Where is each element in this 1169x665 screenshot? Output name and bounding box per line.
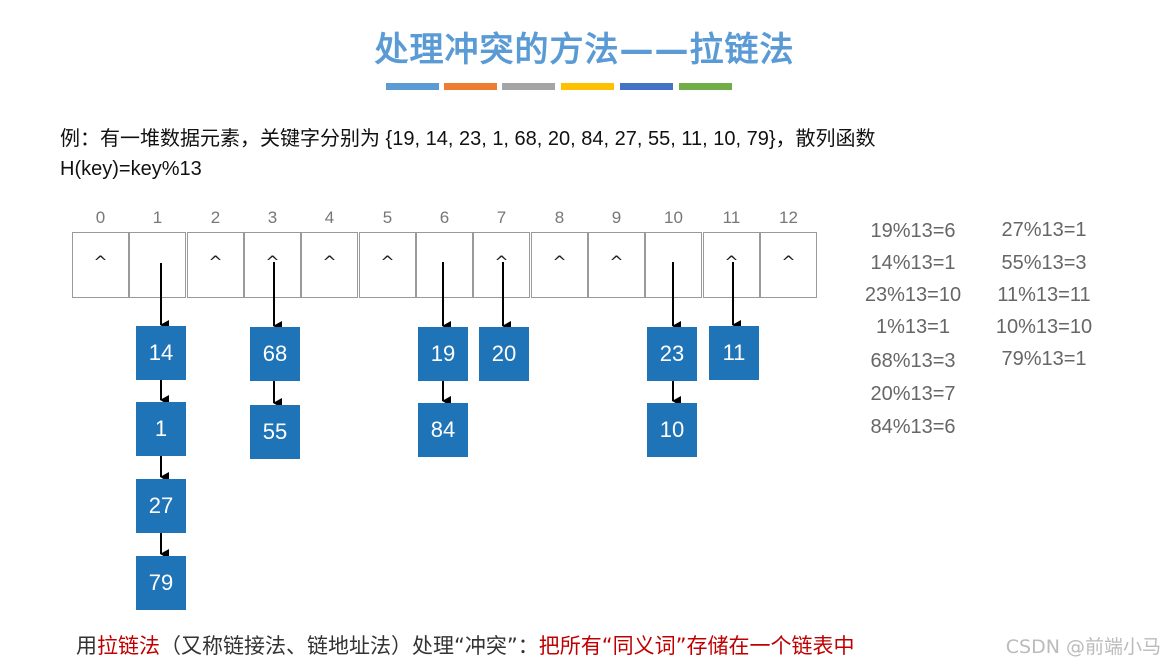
table-index: 8 — [554, 208, 565, 227]
table-index: 9 — [611, 208, 622, 227]
hash-calc: 79%13=1 — [1001, 348, 1087, 370]
null-marker: ^ — [724, 253, 739, 273]
table-index: 0 — [95, 208, 106, 227]
hash-calc: 23%13=10 — [864, 284, 962, 306]
chain-node: 55 — [250, 405, 300, 459]
null-marker: ^ — [265, 253, 280, 273]
null-marker: ^ — [552, 253, 567, 273]
page-title: 处理冲突的方法——拉链法 — [374, 30, 795, 70]
null-marker: ^ — [208, 253, 223, 273]
chain-node: 79 — [136, 556, 186, 610]
table-index: 10 — [664, 208, 683, 227]
table-index: 2 — [210, 208, 221, 227]
hash-calc: 27%13=1 — [1001, 219, 1087, 241]
null-marker: ^ — [781, 253, 796, 273]
null-marker: ^ — [494, 253, 509, 273]
chain-node: 68 — [250, 327, 300, 381]
chain-node: 1 — [136, 402, 186, 456]
null-marker: ^ — [93, 253, 108, 273]
hash-calc: 68%13=3 — [870, 350, 956, 372]
hash-calc: 10%13=10 — [995, 316, 1093, 338]
table-index: 11 — [722, 208, 741, 227]
table-index: 7 — [496, 208, 507, 227]
hash-calc: 11%13=11 — [997, 284, 1091, 306]
table-cell — [416, 232, 473, 298]
footer-text: （又称链接法、链地址法）处理“冲突”： — [160, 634, 539, 658]
chain-node: 27 — [136, 479, 186, 533]
table-cell — [760, 232, 817, 298]
table-cell — [531, 232, 588, 298]
color-bar-segment — [620, 83, 673, 90]
example-line-1: 例：有一堆数据元素，关键字分别为 {19, 14, 23, 1, 68, 20,… — [60, 128, 876, 150]
chain-node: 10 — [647, 403, 697, 457]
table-index: 12 — [779, 208, 798, 227]
color-bar-segment — [679, 83, 732, 90]
table-cell — [359, 232, 416, 298]
table-cell — [244, 232, 301, 298]
footer-highlight: 把所有“同义词”存储在一个链表中 — [538, 634, 855, 658]
chain-node: 84 — [418, 403, 468, 457]
hash-calc: 14%13=1 — [870, 252, 956, 274]
null-marker: ^ — [380, 253, 395, 273]
hash-calc: 55%13=3 — [1001, 252, 1087, 274]
table-cell — [703, 232, 760, 298]
color-bar-segment — [444, 83, 497, 90]
watermark: CSDN @前端小马 — [1005, 636, 1161, 658]
color-bar-segment — [561, 83, 614, 90]
table-cell — [72, 232, 129, 298]
hash-calc: 84%13=6 — [870, 416, 956, 438]
example-text: 例：有一堆数据元素，关键字分别为 {19, 14, 23, 1, 68, 20,… — [60, 124, 1060, 184]
hash-calc: 1%13=1 — [876, 316, 950, 338]
table-index: 1 — [152, 208, 163, 227]
table-cell — [187, 232, 244, 298]
color-bar-segment — [502, 83, 555, 90]
table-index: 3 — [267, 208, 278, 227]
null-marker: ^ — [609, 253, 624, 273]
table-index: 6 — [439, 208, 450, 227]
null-marker: ^ — [322, 253, 337, 273]
table-index: 4 — [324, 208, 335, 227]
table-cell — [473, 232, 530, 298]
hash-calc: 20%13=7 — [870, 383, 956, 405]
table-index: 5 — [382, 208, 393, 227]
hash-calc: 19%13=6 — [870, 220, 956, 242]
chain-node: 19 — [418, 327, 468, 381]
example-line-2: H(key)=key%13 — [60, 158, 202, 180]
footer-note: 用拉链法（又称链接法、链地址法）处理“冲突”：把所有“同义词”存储在一个链表中 — [76, 630, 855, 660]
footer-highlight: 拉链法 — [97, 634, 160, 658]
footer-text: 用 — [76, 634, 97, 658]
chain-node: 11 — [709, 326, 759, 380]
table-cell — [129, 232, 186, 298]
chain-node: 20 — [479, 327, 529, 381]
chain-node: 23 — [647, 327, 697, 381]
color-bar-segment — [386, 83, 439, 90]
chain-node: 14 — [136, 326, 186, 380]
table-cell — [301, 232, 358, 298]
table-cell — [588, 232, 645, 298]
